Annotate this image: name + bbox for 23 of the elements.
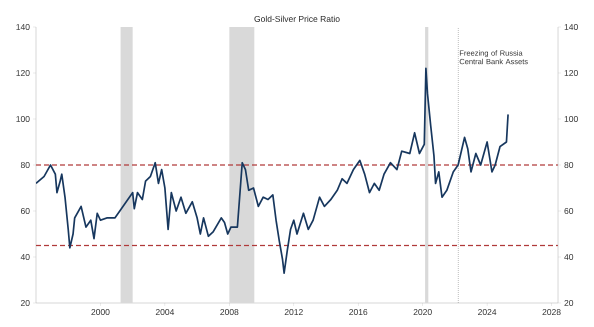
x-tick-label: 2012	[284, 309, 303, 316]
y-tick-label: 120	[16, 70, 30, 76]
y2-tick-label: 100	[564, 116, 578, 122]
y2-tick-label: 140	[564, 24, 578, 30]
y2-tick-label: 80	[564, 162, 574, 168]
x-tick-label: 2020	[414, 309, 432, 316]
x-tick-label: 2008	[220, 309, 238, 316]
y-tick-label: 100	[16, 116, 30, 122]
y-tick-label: 80	[20, 162, 30, 168]
y2-tick-label: 40	[564, 254, 574, 260]
x-tick-label: 2016	[349, 309, 368, 316]
x-tick-label: 2028	[542, 309, 561, 316]
y-tick-label: 60	[20, 208, 30, 214]
y-tick-label: 140	[16, 24, 30, 30]
x-tick-label: 2000	[91, 309, 110, 316]
y-tick-label: 40	[20, 254, 30, 260]
chart-title: Gold-Silver Price Ratio	[254, 16, 340, 22]
y-tick-label: 20	[20, 300, 30, 306]
x-tick-label: 2024	[478, 309, 496, 316]
x-tick-label: 2004	[156, 309, 174, 316]
y2-tick-label: 60	[564, 208, 574, 214]
y2-tick-label: 20	[564, 300, 574, 306]
y2-tick-label: 120	[564, 70, 578, 76]
